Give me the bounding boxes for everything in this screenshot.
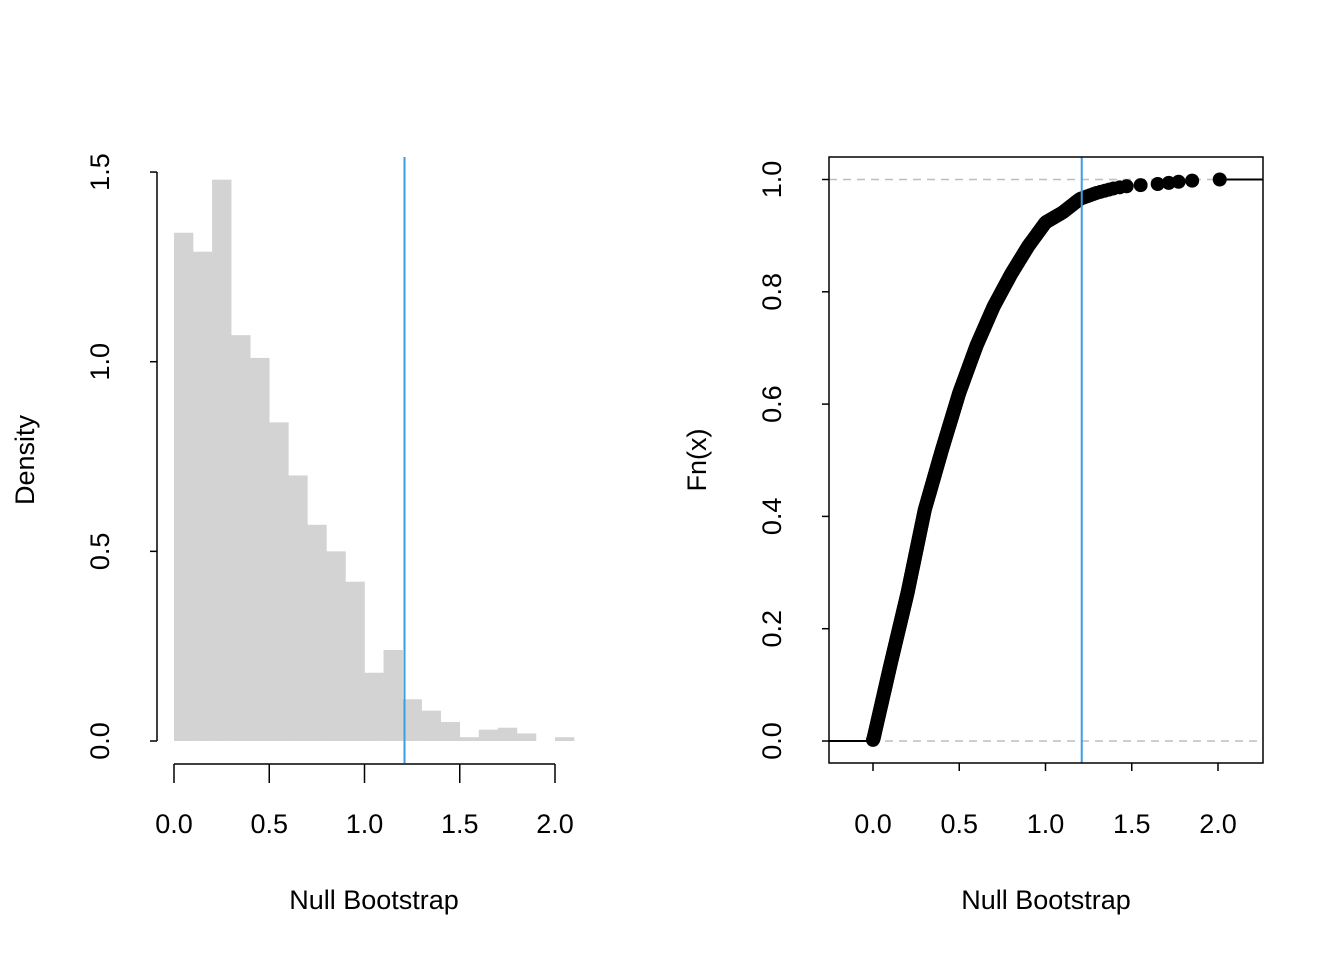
- y-axis-title: Density: [10, 414, 40, 505]
- x-tick-label: 1.5: [1113, 809, 1151, 839]
- y-tick-label: 0.2: [757, 610, 787, 648]
- x-tick-label: 1.5: [441, 809, 479, 839]
- y-tick-label: 0.4: [757, 498, 787, 536]
- x-tick-label: 0.5: [250, 809, 288, 839]
- y-tick-label: 1.0: [85, 343, 115, 381]
- y-axis-title: Fn(x): [682, 429, 712, 492]
- ecdf-point: [1150, 176, 1165, 191]
- ecdf-panel: 0.0 0.2 0.4 0.6 0.8 1.0 0.0 0.5 1.0 1.5 2.0 Null …: [682, 156, 1264, 915]
- histogram-bar: [383, 649, 403, 741]
- histogram-bar: [288, 475, 308, 741]
- histogram-panel: 0.0 0.5 1.0 1.5 0.0 0.5 1.0 1.5 2.0 Null Bootst…: [10, 153, 575, 915]
- y-tick-label: 0.8: [757, 273, 787, 311]
- histogram-bar: [250, 357, 270, 741]
- x-axis-ticks: 0.0 0.5 1.0 1.5 2.0: [155, 764, 574, 839]
- x-tick-label: 0.0: [155, 809, 193, 839]
- histogram-bar: [269, 422, 289, 741]
- y-axis-ticks: 0.0 0.2 0.4 0.6 0.8 1.0: [757, 161, 829, 760]
- histogram-bar: [516, 733, 537, 741]
- ecdf-point: [1212, 172, 1227, 187]
- histogram-bar: [402, 699, 422, 741]
- histogram-bar: [326, 551, 346, 741]
- x-tick-label: 2.0: [536, 809, 574, 839]
- x-axis-ticks: 0.0 0.5 1.0 1.5 2.0: [854, 763, 1237, 839]
- histogram-bars: [174, 179, 575, 742]
- histogram-bar: [345, 581, 365, 741]
- y-tick-label: 1.0: [757, 161, 787, 199]
- x-tick-label: 0.0: [854, 809, 892, 839]
- histogram-bar: [193, 251, 213, 741]
- histogram-bar: [231, 335, 251, 741]
- histogram-bar: [459, 737, 480, 741]
- ecdf-point: [1133, 178, 1148, 193]
- ecdf-point: [1119, 179, 1134, 194]
- y-tick-label: 1.5: [85, 153, 115, 191]
- y-tick-label: 0.0: [85, 722, 115, 760]
- ecdf-point: [1171, 174, 1186, 189]
- x-tick-label: 2.0: [1199, 809, 1237, 839]
- histogram-bar: [440, 722, 461, 741]
- histogram-bar: [364, 672, 384, 741]
- histogram-bar: [555, 737, 575, 741]
- ecdf-point: [1185, 173, 1200, 188]
- y-tick-label: 0.5: [85, 533, 115, 571]
- histogram-bar: [212, 179, 232, 742]
- x-tick-label: 1.0: [1027, 809, 1065, 839]
- histogram-bar: [421, 710, 441, 741]
- ecdf-points: [866, 172, 1227, 747]
- histogram-bar: [174, 232, 194, 741]
- ecdf-reference-lines: [829, 178, 1263, 742]
- histogram-bar: [307, 524, 327, 741]
- y-axis-ticks: 0.0 0.5 1.0 1.5: [85, 153, 157, 760]
- x-tick-label: 0.5: [940, 809, 978, 839]
- x-axis-title: Null Bootstrap: [289, 885, 459, 915]
- y-tick-label: 0.6: [757, 385, 787, 423]
- histogram-bar: [497, 727, 518, 741]
- histogram-bar: [478, 729, 499, 741]
- x-tick-label: 1.0: [346, 809, 384, 839]
- x-axis-title: Null Bootstrap: [961, 885, 1131, 915]
- y-tick-label: 0.0: [757, 722, 787, 760]
